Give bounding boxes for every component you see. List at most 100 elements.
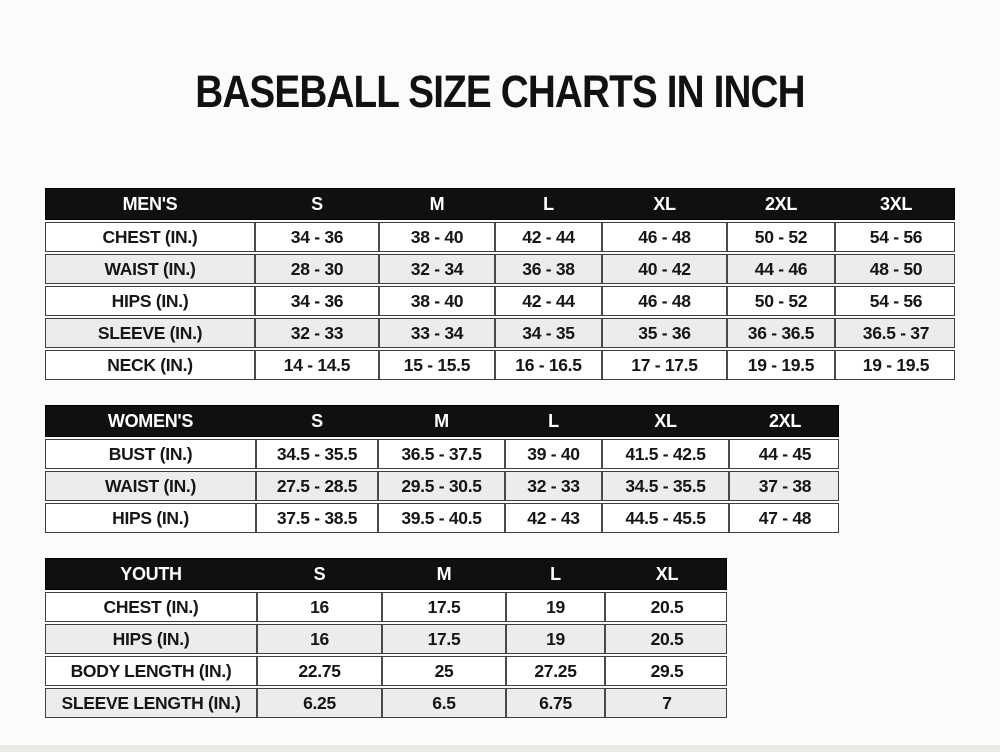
size-column-header: XL [654, 410, 677, 431]
table-header-row: YOUTH S M L XL [45, 558, 727, 590]
size-value-cell: 20.5 [604, 625, 728, 653]
size-value-cell: 44 - 45 [728, 440, 840, 468]
size-value-cell: 44.5 - 45.5 [601, 504, 728, 532]
size-column-header: 2XL [764, 193, 798, 214]
size-column-header: M [429, 193, 445, 214]
size-value-cell: 36 - 36.5 [726, 319, 834, 347]
size-value-cell: 6.25 [256, 689, 381, 717]
size-value-cell: 48 - 50 [834, 255, 956, 283]
size-value-cell: 15 - 15.5 [378, 351, 494, 379]
size-value-cell: 54 - 56 [834, 287, 956, 315]
size-value-cell: 6.5 [381, 689, 505, 717]
size-value-cell: 19 [505, 593, 604, 621]
size-value-cell: 42 - 44 [494, 223, 601, 251]
size-column-header: L [543, 193, 554, 214]
size-value-cell: 39.5 - 40.5 [377, 504, 504, 532]
row-label: BODY LENGTH (IN.) [70, 660, 232, 681]
size-value-cell: 32 - 34 [378, 255, 494, 283]
size-value-cell: 44 - 46 [726, 255, 834, 283]
size-table-youth: YOUTH S M L XL CHEST (IN.) 16 17.5 19 20.5 HIPS (I… [45, 558, 955, 718]
size-value-cell: 35 - 36 [601, 319, 726, 347]
size-value-cell: 20.5 [604, 593, 728, 621]
size-value-cell: 42 - 43 [504, 504, 601, 532]
size-value-cell: 19 - 19.5 [834, 351, 956, 379]
row-label: NECK (IN.) [107, 354, 193, 375]
table-row: SLEEVE (IN.) 32 - 33 33 - 34 34 - 35 35 - 36… [45, 318, 955, 348]
table-row: WAIST (IN.) 28 - 30 32 - 34 36 - 38 40 - 42 4… [45, 254, 955, 284]
table-title-cell: YOUTH [120, 563, 182, 584]
size-value-cell: 29.5 [604, 657, 728, 685]
row-label: CHEST (IN.) [102, 226, 198, 247]
size-tables-container: MEN'S S M L XL 2XL 3XL CHEST (IN.) 34 - 36 38 - 4… [45, 188, 955, 743]
size-value-cell: 47 - 48 [728, 504, 840, 532]
table-row: HIPS (IN.) 34 - 36 38 - 40 42 - 44 46 - 48 50… [45, 286, 955, 316]
table-row: BODY LENGTH (IN.) 22.75 25 27.25 29.5 [45, 656, 727, 686]
table-row: BUST (IN.) 34.5 - 35.5 36.5 - 37.5 39 - 40 4… [45, 439, 839, 469]
size-value-cell: 37 - 38 [728, 472, 840, 500]
size-column-header: M [434, 410, 449, 431]
size-value-cell: 38 - 40 [378, 223, 494, 251]
size-table-womens: WOMEN'S S M L XL 2XL BUST (IN.) 34.5 - 35.5 36.5… [45, 405, 955, 533]
size-value-cell: 34.5 - 35.5 [601, 472, 728, 500]
row-label: SLEEVE (IN.) [97, 322, 203, 343]
table-header-row: WOMEN'S S M L XL 2XL [45, 405, 839, 437]
size-value-cell: 17.5 [381, 593, 505, 621]
table-row: WAIST (IN.) 27.5 - 28.5 29.5 - 30.5 32 - 33… [45, 471, 839, 501]
page-title: BASEBALL SIZE CHARTS IN INCH [195, 66, 805, 117]
table-row: NECK (IN.) 14 - 14.5 15 - 15.5 16 - 16.5 17 … [45, 350, 955, 380]
size-value-cell: 33 - 34 [378, 319, 494, 347]
size-value-cell: 41.5 - 42.5 [601, 440, 728, 468]
size-value-cell: 39 - 40 [504, 440, 601, 468]
row-label: HIPS (IN.) [111, 290, 189, 311]
size-column-header: S [311, 193, 323, 214]
size-column-header: 2XL [768, 410, 802, 431]
size-table-mens: MEN'S S M L XL 2XL 3XL CHEST (IN.) 34 - 36 38 - 4… [45, 188, 955, 380]
row-label: BUST (IN.) [108, 443, 193, 464]
table-row: SLEEVE LENGTH (IN.) 6.25 6.5 6.75 7 [45, 688, 727, 718]
size-column-header: S [311, 410, 323, 431]
size-value-cell: 38 - 40 [378, 287, 494, 315]
table-title-cell: WOMEN'S [107, 410, 194, 431]
size-value-cell: 27.25 [505, 657, 604, 685]
table-row: CHEST (IN.) 16 17.5 19 20.5 [45, 592, 727, 622]
size-column-header: S [313, 563, 326, 584]
size-value-cell: 34.5 - 35.5 [255, 440, 377, 468]
size-value-cell: 29.5 - 30.5 [377, 472, 504, 500]
page-bottom-edge [0, 745, 1000, 752]
table-header-row: MEN'S S M L XL 2XL 3XL [45, 188, 955, 220]
size-value-cell: 36 - 38 [494, 255, 601, 283]
table-row: HIPS (IN.) 16 17.5 19 20.5 [45, 624, 727, 654]
size-value-cell: 50 - 52 [726, 287, 834, 315]
size-value-cell: 46 - 48 [601, 223, 726, 251]
size-value-cell: 16 - 16.5 [494, 351, 601, 379]
size-value-cell: 37.5 - 38.5 [255, 504, 377, 532]
size-value-cell: 46 - 48 [601, 287, 726, 315]
size-value-cell: 36.5 - 37 [834, 319, 956, 347]
size-value-cell: 34 - 35 [494, 319, 601, 347]
size-value-cell: 34 - 36 [254, 223, 378, 251]
size-value-cell: 36.5 - 37.5 [377, 440, 504, 468]
size-value-cell: 25 [381, 657, 505, 685]
row-label: SLEEVE LENGTH (IN.) [61, 692, 241, 713]
size-value-cell: 50 - 52 [726, 223, 834, 251]
size-value-cell: 17 - 17.5 [601, 351, 726, 379]
size-value-cell: 14 - 14.5 [254, 351, 378, 379]
size-column-header: XL [655, 563, 679, 584]
size-value-cell: 42 - 44 [494, 287, 601, 315]
size-value-cell: 34 - 36 [254, 287, 378, 315]
size-value-cell: 32 - 33 [504, 472, 601, 500]
size-value-cell: 54 - 56 [834, 223, 956, 251]
table-title-cell: MEN'S [122, 193, 178, 214]
size-column-header: 3XL [879, 193, 913, 214]
row-label: WAIST (IN.) [104, 258, 196, 279]
size-value-cell: 6.75 [505, 689, 604, 717]
size-column-header: XL [653, 193, 676, 214]
size-column-header: M [436, 563, 452, 584]
size-value-cell: 32 - 33 [254, 319, 378, 347]
size-value-cell: 27.5 - 28.5 [255, 472, 377, 500]
row-label: WAIST (IN.) [105, 475, 196, 496]
size-value-cell: 7 [604, 689, 728, 717]
size-value-cell: 16 [256, 625, 381, 653]
size-column-header: L [550, 563, 561, 584]
